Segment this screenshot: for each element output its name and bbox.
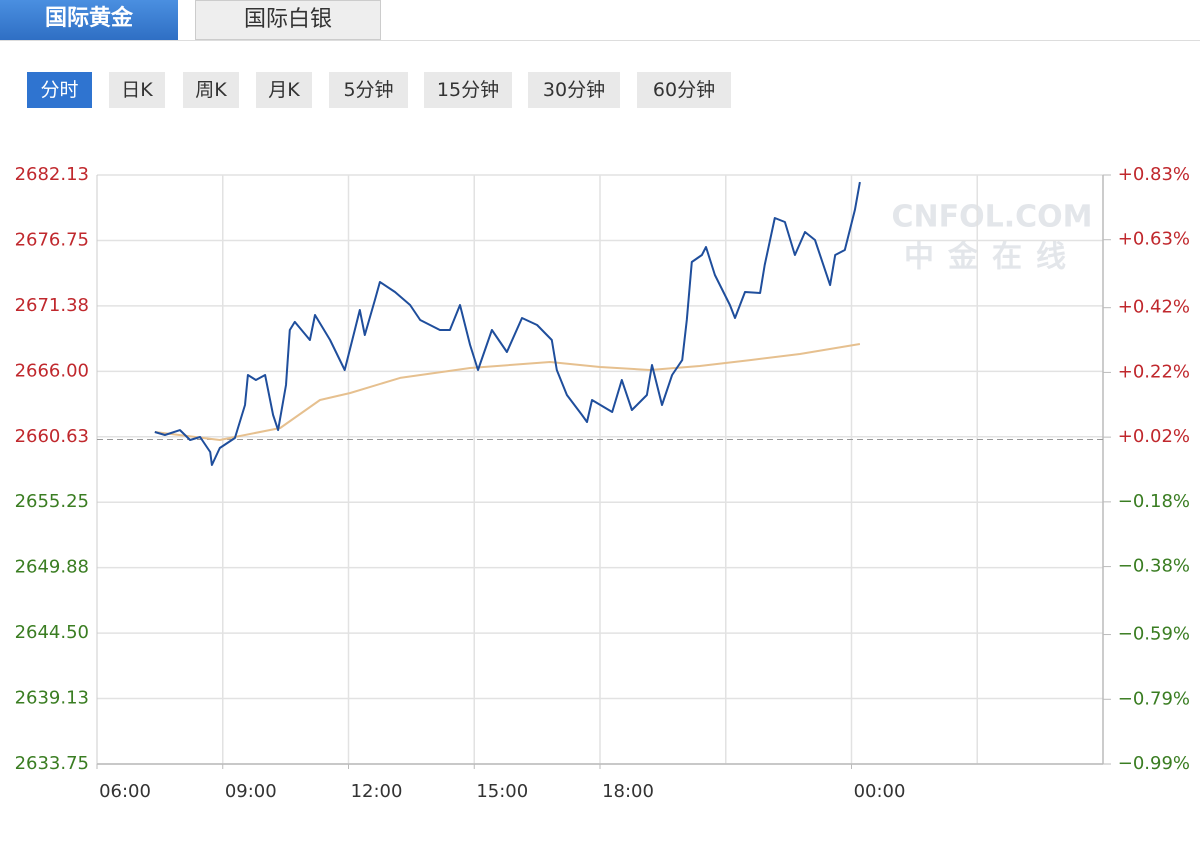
y-tick-label: 2676.75 [15, 229, 89, 250]
x-tick-label: 09:00 [225, 781, 277, 802]
tab[interactable]: 国际白银 [195, 0, 381, 40]
watermark: CNFOL.COM [891, 200, 1092, 235]
period-button[interactable]: 周K [183, 72, 239, 108]
y2-tick-label: −0.99% [1118, 753, 1190, 774]
x-tick-label: 12:00 [351, 781, 403, 802]
watermark: 中金在线 [904, 240, 1080, 275]
period-button[interactable]: 分时 [27, 72, 92, 108]
period-button[interactable]: 月K [256, 72, 312, 108]
x-tick-label: 06:00 [99, 781, 151, 802]
period-button[interactable]: 日K [109, 72, 165, 108]
y2-tick-label: −0.38% [1118, 556, 1190, 577]
x-tick-label: 15:00 [476, 781, 528, 802]
y2-tick-label: +0.02% [1118, 426, 1190, 447]
y-tick-label: 2649.88 [15, 557, 89, 578]
period-button[interactable]: 15分钟 [424, 72, 512, 108]
tab[interactable]: 国际黄金 [0, 0, 178, 40]
tab-divider [0, 40, 1200, 41]
y-tick-label: 2666.00 [15, 360, 89, 381]
y-tick-label: 2633.75 [15, 753, 89, 774]
period-button[interactable]: 60分钟 [637, 72, 731, 108]
y-tick-label: 2682.13 [15, 164, 89, 185]
price-line [154, 343, 861, 441]
y2-tick-label: −0.18% [1118, 491, 1190, 512]
x-tick-label: 00:00 [854, 781, 906, 802]
price-line [154, 181, 861, 466]
period-button[interactable]: 5分钟 [329, 72, 408, 108]
y2-tick-label: −0.79% [1118, 688, 1190, 709]
y-tick-label: 2644.50 [15, 622, 89, 643]
y-tick-label: 2639.13 [15, 688, 89, 709]
y-tick-label: 2660.63 [15, 426, 89, 447]
y-tick-label: 2655.25 [15, 491, 89, 512]
y2-tick-label: +0.22% [1118, 361, 1190, 382]
y2-tick-label: +0.83% [1118, 164, 1190, 185]
y2-tick-label: +0.42% [1118, 297, 1190, 318]
y2-tick-label: +0.63% [1118, 229, 1190, 250]
y-tick-label: 2671.38 [15, 295, 89, 316]
y2-tick-label: −0.59% [1118, 624, 1190, 645]
period-button[interactable]: 30分钟 [528, 72, 620, 108]
x-tick-label: 18:00 [602, 781, 654, 802]
